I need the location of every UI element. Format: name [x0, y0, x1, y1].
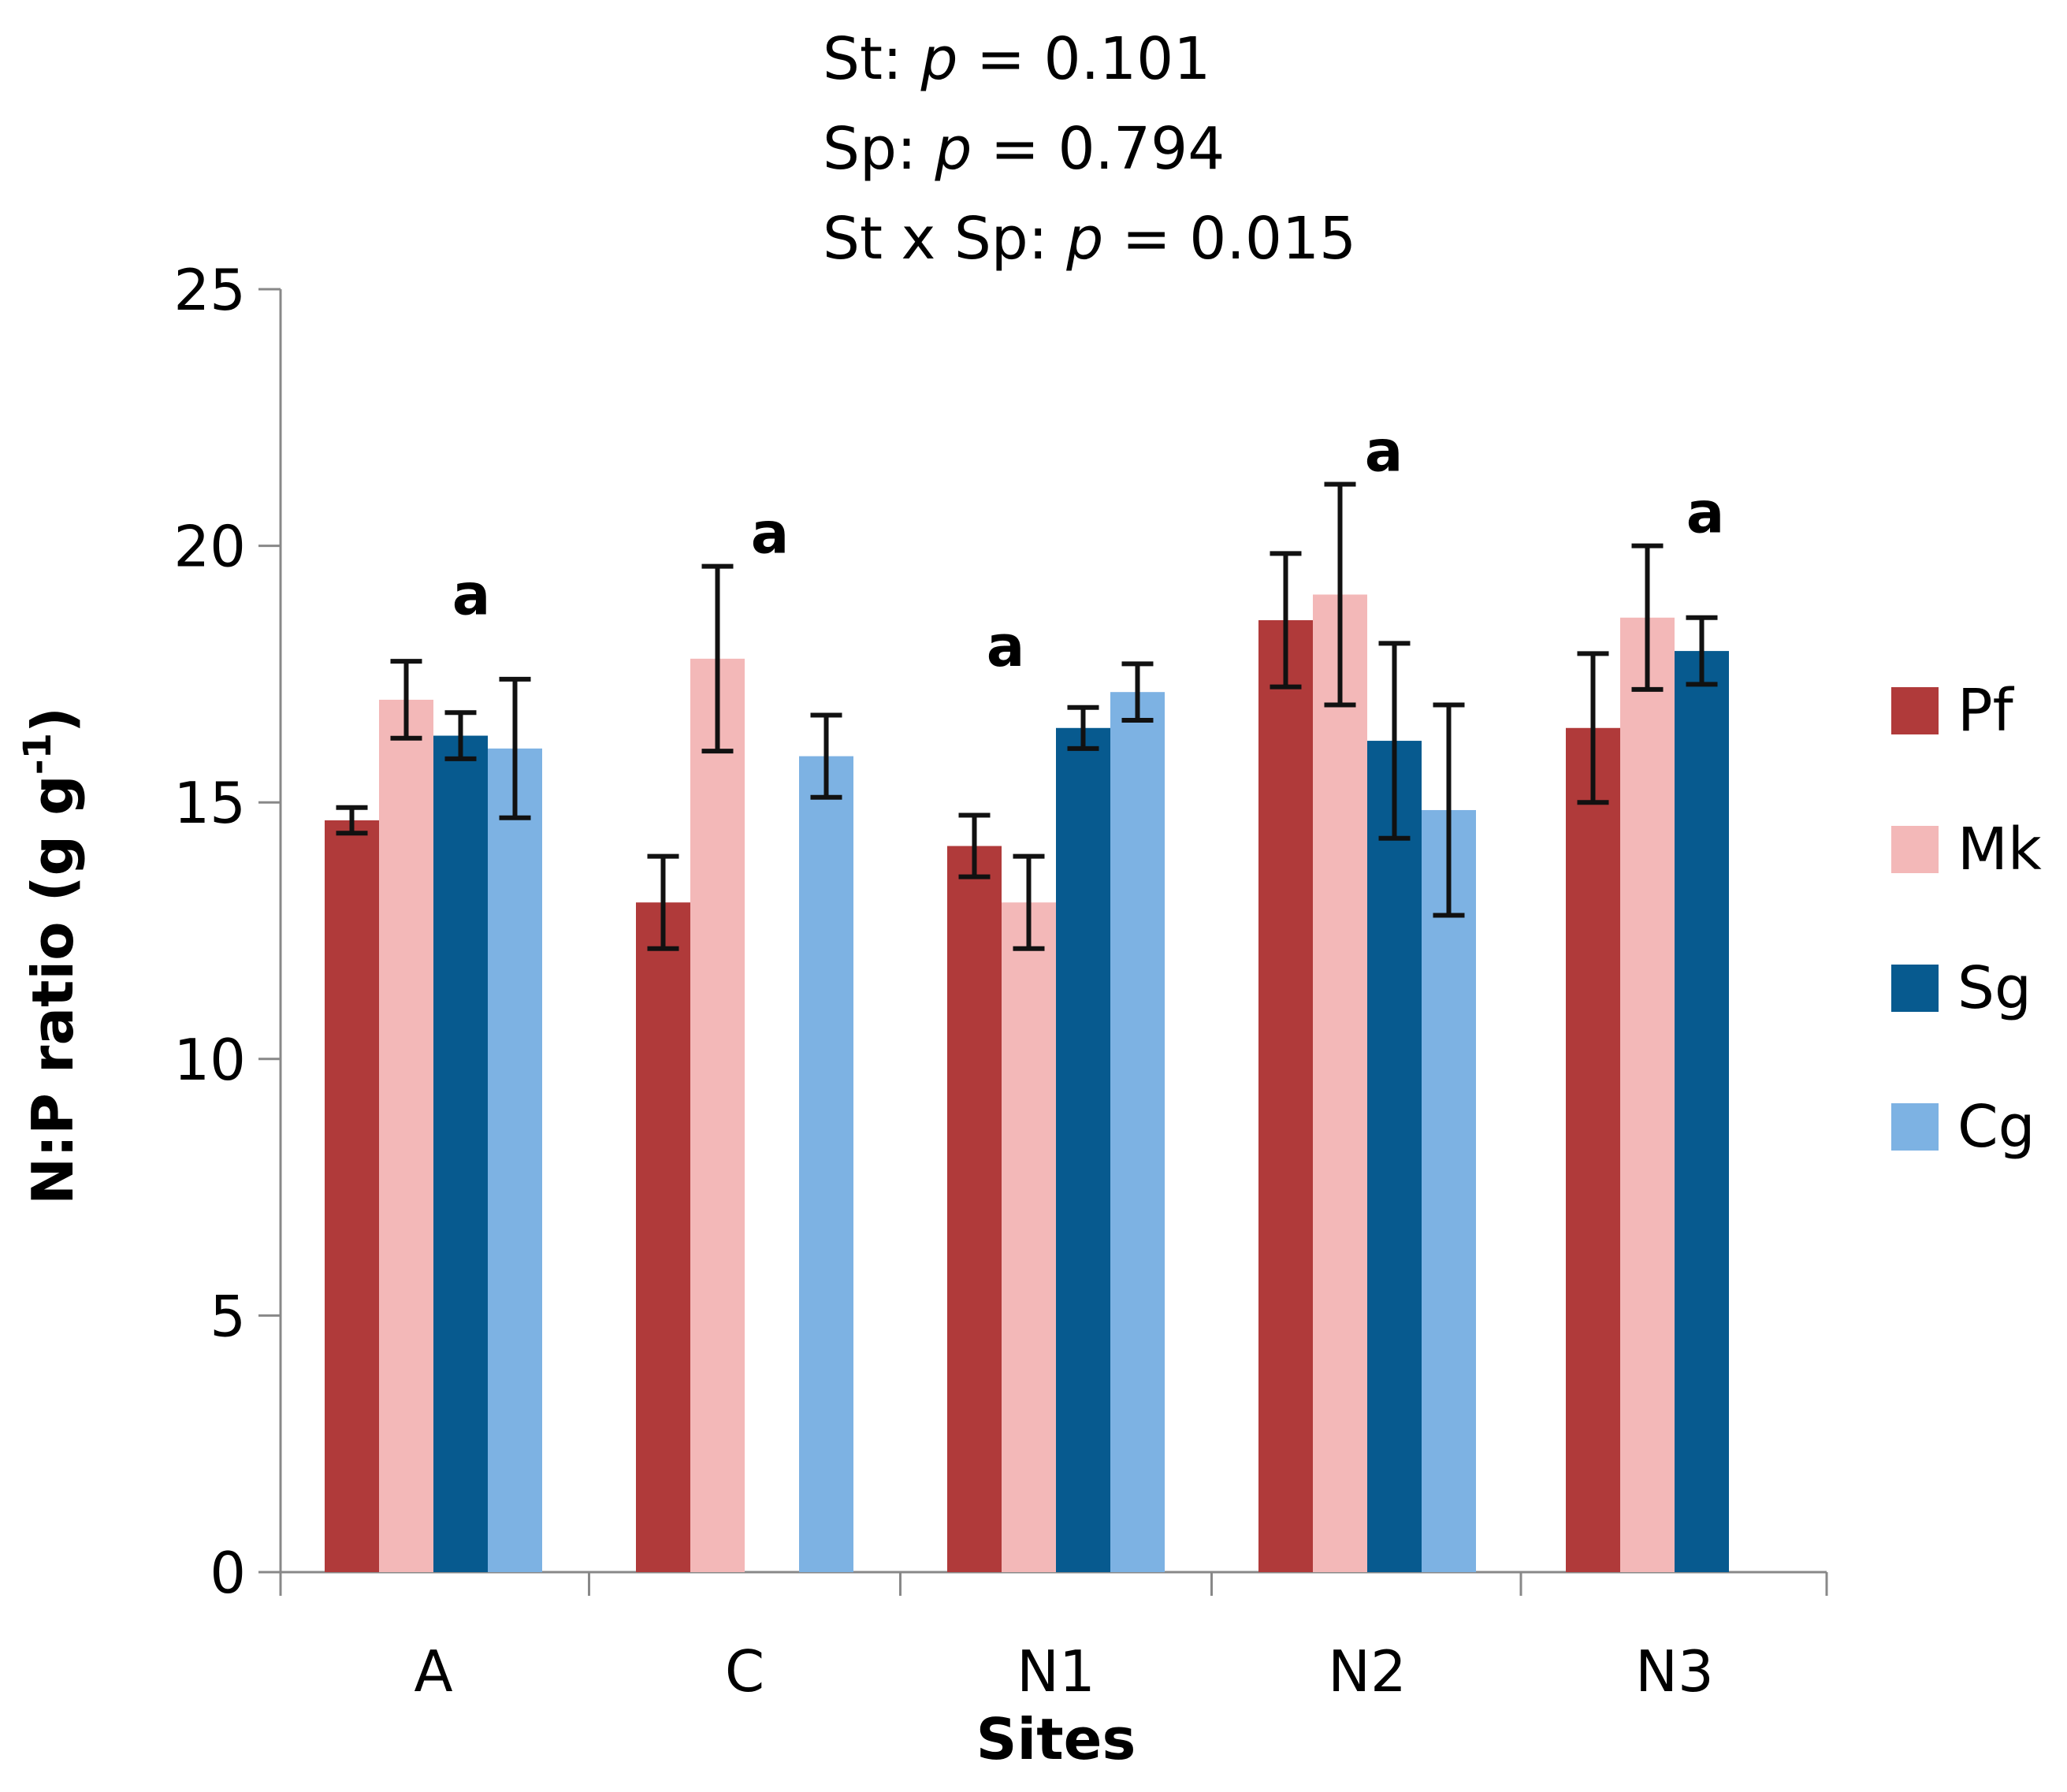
legend-swatch [1891, 1103, 1939, 1151]
error-bar-pf-a [336, 805, 368, 836]
y-axis-label-close: ) [20, 707, 86, 733]
bar-cg-a [488, 748, 542, 1572]
error-bar-pf-n2 [1270, 551, 1302, 690]
bar-mk-n2 [1313, 594, 1367, 1572]
y-tick-label: 25 [173, 257, 246, 323]
stat-site: St: p = 0.101 [823, 25, 1211, 93]
y-tick-label: 15 [173, 770, 246, 836]
significance-letter: a [751, 500, 790, 567]
stat-species: Sp: p = 0.794 [823, 115, 1225, 183]
y-tick-label: 10 [173, 1027, 246, 1093]
bars [325, 594, 1729, 1573]
stat-interaction: St x Sp: p = 0.015 [823, 205, 1357, 273]
bar-pf-c [636, 902, 690, 1572]
legend-item-cg: Cg [1891, 1093, 2035, 1161]
error-bar-sg-a [444, 710, 477, 761]
bar-mk-a [379, 699, 433, 1573]
legend-swatch [1891, 687, 1939, 734]
legend-swatch [1891, 826, 1939, 873]
x-tick-label: C [725, 1638, 764, 1705]
bar-sg-a [433, 735, 488, 1573]
bar-pf-n1 [947, 846, 1002, 1572]
legend-item-pf: Pf [1891, 677, 2013, 745]
bar-mk-n3 [1620, 617, 1675, 1572]
error-bar-sg-n1 [1067, 705, 1099, 751]
error-bar-cg-n1 [1121, 661, 1154, 723]
bar-pf-n2 [1258, 620, 1313, 1573]
bar-mk-c [690, 658, 745, 1572]
y-tick-label: 5 [210, 1283, 246, 1349]
bar-sg-n1 [1056, 727, 1110, 1572]
x-tick-label: N1 [1017, 1638, 1095, 1705]
legend-item-mk: Mk [1891, 816, 2042, 883]
significance-letter: a [452, 562, 491, 628]
bar-pf-n3 [1566, 727, 1620, 1572]
error-bar-sg-n3 [1686, 615, 1718, 687]
error-bar-cg-a [499, 676, 531, 820]
y-tick-label: 20 [173, 514, 246, 580]
error-bar-pf-n1 [958, 812, 991, 879]
legend-item-sg: Sg [1891, 954, 2032, 1022]
y-axis-label-superscript: -1 [16, 733, 60, 775]
bar-mk-n1 [1002, 902, 1056, 1572]
legend-label: Mk [1957, 816, 2042, 883]
statistics-panel: St: p = 0.101 Sp: p = 0.794 St x Sp: p =… [823, 14, 1356, 284]
error-bar-mk-n1 [1013, 853, 1045, 951]
legend-swatch [1891, 965, 1939, 1012]
significance-letter: a [1365, 418, 1403, 484]
y-tick-label: 0 [210, 1540, 246, 1606]
x-tick-label: N3 [1635, 1638, 1714, 1705]
error-bar-mk-a [390, 659, 422, 741]
x-axis-label: Sites [976, 1706, 1136, 1772]
bar-cg-n1 [1110, 692, 1165, 1572]
error-bars [336, 481, 1718, 951]
bar-cg-c [799, 756, 853, 1572]
error-bar-cg-c [810, 712, 842, 800]
error-bar-mk-c [701, 563, 734, 754]
legend-label: Pf [1957, 677, 2013, 745]
error-bar-mk-n2 [1324, 481, 1356, 708]
bar-pf-a [325, 820, 379, 1572]
error-bar-sg-n2 [1378, 641, 1411, 841]
bar-sg-n3 [1675, 651, 1729, 1573]
legend-label: Cg [1957, 1093, 2035, 1161]
bar-sg-n2 [1367, 741, 1422, 1572]
error-bar-mk-n3 [1631, 543, 1664, 692]
significance-letter: a [987, 613, 1025, 679]
error-bar-pf-n3 [1577, 651, 1609, 805]
annotations: a a a a a [452, 418, 1725, 679]
bar-cg-n2 [1422, 809, 1476, 1572]
x-tick-label: A [414, 1638, 452, 1705]
error-bar-pf-c [647, 853, 679, 951]
x-tick-label: N2 [1328, 1638, 1407, 1705]
legend-label: Sg [1957, 954, 2032, 1022]
y-axis-label: N:P ratio (g g-1) [16, 707, 86, 1205]
significance-letter: a [1686, 480, 1725, 546]
error-bar-cg-n2 [1433, 702, 1465, 918]
